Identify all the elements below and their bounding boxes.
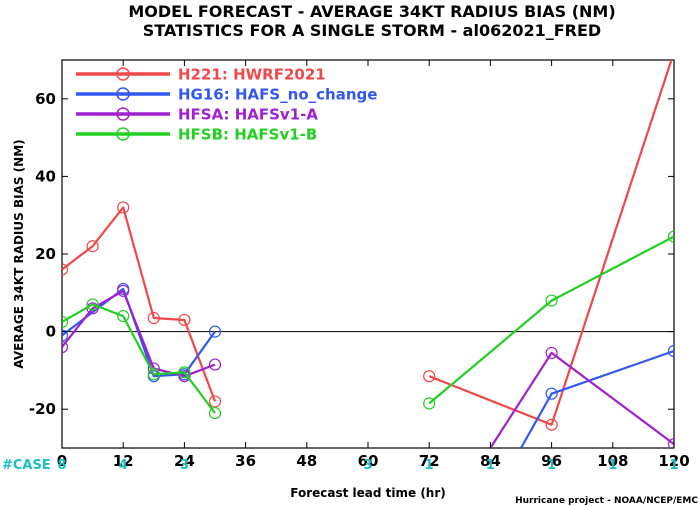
- series-line: [62, 303, 216, 414]
- y-tick-label: 40: [35, 167, 56, 185]
- x-tick-label: 48: [296, 452, 317, 470]
- data-point: [545, 418, 558, 431]
- y-tick-label: 0: [46, 323, 56, 341]
- series-line: [520, 349, 674, 448]
- data-point: [62, 263, 69, 276]
- case-count: 1: [425, 458, 434, 473]
- series-1: [62, 282, 674, 448]
- series-line: [489, 351, 674, 448]
- x-tick-label: 108: [597, 452, 628, 470]
- y-tick-layer: -20 0 20 40 60: [29, 90, 674, 418]
- credit-text: Hurricane project - NOAA/NCEP/EMC: [515, 496, 698, 506]
- x-tick-label: 0: [57, 452, 67, 470]
- series-3: [62, 230, 674, 420]
- data-point: [147, 311, 160, 325]
- data-point: [62, 329, 69, 342]
- series-line: [62, 206, 217, 402]
- case-count: 8: [57, 458, 66, 473]
- y-tick-label: -20: [29, 400, 56, 418]
- legend-item-hfsb: HFSB: HAFSv1-B: [76, 126, 317, 144]
- data-point: [62, 341, 69, 354]
- case-count-label: #CASE: [2, 458, 51, 473]
- case-count: 1: [608, 458, 617, 473]
- data-point: [117, 201, 130, 214]
- plot-frame: [61, 59, 675, 449]
- data-point: [178, 366, 191, 379]
- data-point: [545, 387, 558, 400]
- series-line: [428, 235, 674, 405]
- legend-marker: [116, 87, 130, 101]
- case-count: 1: [547, 458, 556, 473]
- x-tick-label: 60: [358, 452, 379, 470]
- legend-item-h221: H221: HWRF2021: [76, 66, 326, 84]
- legend: H221: HWRF2021 HG16: HAFS_no_change HFSA: …: [76, 66, 377, 144]
- x-tick-label: 24: [174, 452, 195, 470]
- y-tick-label: 60: [35, 90, 56, 108]
- series-line: [428, 60, 673, 426]
- legend-label: HFSB: HAFSv1-B: [178, 126, 317, 144]
- y-axis-label: AVERAGE 34KT RADIUS BIAS (NM): [12, 139, 26, 368]
- legend-item-hg16: HG16: HAFS_no_change: [76, 86, 377, 104]
- data-point: [86, 298, 99, 311]
- legend-label: HFSA: HAFSv1-A: [178, 106, 318, 124]
- case-count-layer: 8 4 3 3 1 1 1 1 1: [57, 458, 678, 473]
- data-point: [545, 294, 558, 307]
- case-count: 1: [669, 458, 678, 473]
- case-count: 3: [180, 458, 189, 473]
- x-tick-layer: 0 12 24 36 48 60 72 84 96 108 120: [57, 60, 690, 470]
- x-tick-label: 84: [480, 452, 501, 470]
- legend-marker: [116, 67, 130, 81]
- data-point: [178, 370, 191, 383]
- legend-marker: [116, 107, 130, 121]
- x-tick-label: 12: [113, 452, 134, 470]
- data-point: [117, 309, 130, 323]
- data-point: [208, 325, 222, 338]
- legend-marker: [116, 127, 130, 141]
- data-point: [667, 438, 674, 448]
- data-point: [147, 368, 160, 381]
- data-point: [423, 370, 436, 383]
- x-tick-label: 120: [658, 452, 689, 470]
- data-point: [667, 230, 674, 243]
- series-line: [62, 287, 216, 378]
- x-tick-label: 72: [419, 452, 440, 470]
- y-tick-label: 20: [35, 245, 56, 263]
- x-tick-label: 36: [235, 452, 256, 470]
- legend-label: H221: HWRF2021: [178, 66, 326, 84]
- data-point: [667, 344, 674, 358]
- data-point: [208, 406, 222, 420]
- legend-item-hfsa: HFSA: HAFSv1-A: [76, 106, 318, 124]
- legend-label: HG16: HAFS_no_change: [178, 86, 377, 104]
- case-count: 4: [119, 458, 128, 473]
- data-point: [545, 346, 558, 360]
- data-point: [62, 315, 69, 328]
- data-point: [423, 397, 436, 410]
- case-count: 3: [363, 458, 372, 473]
- data-point: [208, 358, 222, 371]
- series-0: [62, 47, 680, 431]
- data-point: [669, 47, 680, 58]
- chart-subtitle: STATISTICS FOR A SINGLE STORM - al062021…: [143, 21, 601, 40]
- chart-title: MODEL FORECAST - AVERAGE 34KT RADIUS BIA…: [128, 2, 615, 21]
- x-axis-label: Forecast lead time (hr): [290, 486, 446, 500]
- data-point: [178, 313, 191, 327]
- data-point: [208, 395, 222, 408]
- data-point: [117, 284, 130, 297]
- case-count: 1: [486, 458, 495, 473]
- x-tick-label: 96: [541, 452, 562, 470]
- series-layer: [62, 47, 680, 448]
- data-point: [86, 240, 99, 253]
